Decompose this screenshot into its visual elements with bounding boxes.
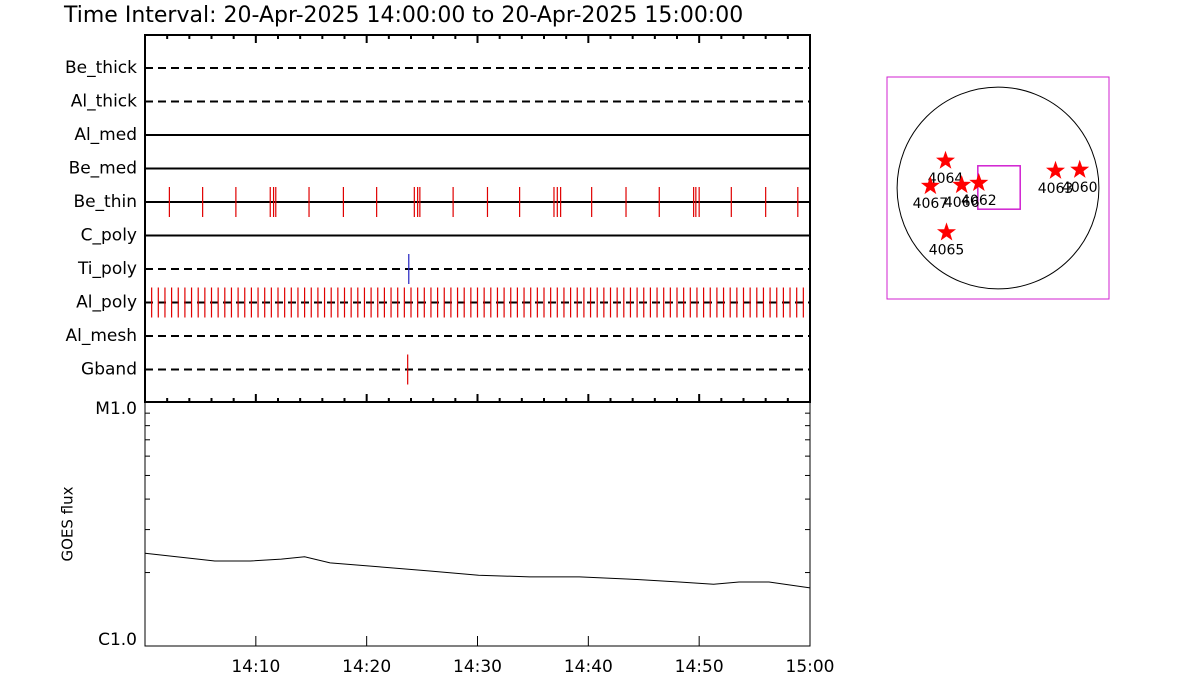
row-label: Be_thin <box>73 192 137 212</box>
chart-title: Time Interval: 20-Apr-2025 14:00:00 to 2… <box>63 3 743 28</box>
row-label: Be_med <box>69 159 137 179</box>
x-tick-label: 14:20 <box>342 657 391 677</box>
row-label: Al_poly <box>76 293 137 313</box>
region-star <box>937 222 956 241</box>
row-label: Be_thick <box>65 58 137 78</box>
region-label: 4065 <box>929 242 965 258</box>
region-label: 4060 <box>1062 180 1098 196</box>
row-label: Al_thick <box>71 92 137 112</box>
region-label: 4063 <box>1038 181 1074 197</box>
map-frame <box>886 76 1110 300</box>
row-label: Ti_poly <box>77 259 137 279</box>
x-tick-label: 15:00 <box>786 657 835 677</box>
goes-curve <box>144 552 811 589</box>
region-label: 4067 <box>913 196 949 212</box>
row-label: Al_mesh <box>65 326 137 346</box>
x-tick-label: 14:10 <box>231 657 280 677</box>
x-tick-label: 14:50 <box>675 657 724 677</box>
region-star <box>952 175 972 194</box>
region-label: 4062 <box>961 193 997 209</box>
y-tick-label: M1.0 <box>95 399 137 419</box>
row-label: C_poly <box>81 226 137 246</box>
region-label: 4066 <box>944 195 980 211</box>
y-tick-label: C1.0 <box>98 630 137 650</box>
row-label: Gband <box>81 360 137 380</box>
region-star <box>969 173 989 191</box>
x-tick-label: 14:40 <box>564 657 613 677</box>
region-star <box>1046 160 1065 179</box>
solar-limb <box>896 86 1100 290</box>
y-axis-label: GOES flux <box>59 486 77 561</box>
region-star <box>920 176 940 195</box>
region-star <box>936 150 955 169</box>
x-tick-label: 14:30 <box>453 657 502 677</box>
region-star <box>1070 159 1090 178</box>
row-label: Al_med <box>74 125 137 145</box>
